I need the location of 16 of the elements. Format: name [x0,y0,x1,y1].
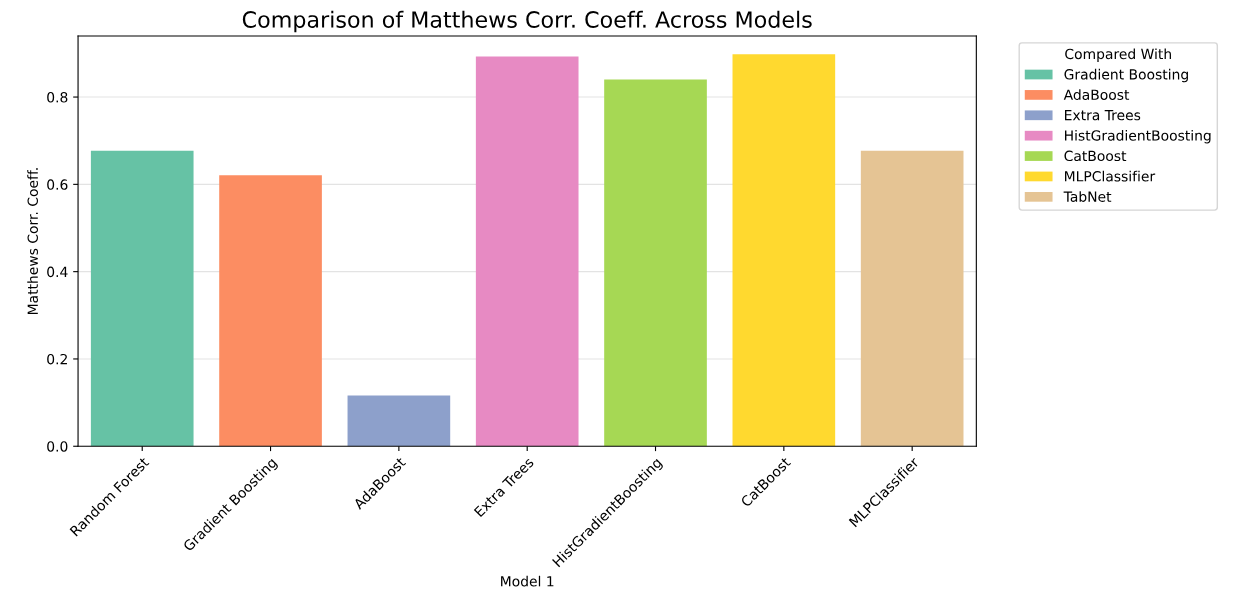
y-axis-title: Matthews Corr. Coeff. [27,168,38,315]
legend-label: Extra Trees [1065,110,1141,121]
x-axis-title: Model 1 [501,575,554,587]
y-tick-label: 0.2 [47,353,67,365]
y-tick-label: 0.6 [47,179,68,190]
legend-title: Compared With [1065,48,1171,62]
y-tick-label: 0.0 [47,441,68,452]
legend-label: MLPClassifier [1065,170,1156,182]
legend-label: Gradient Boosting [1064,68,1188,83]
y-tick-label: 0.4 [47,266,68,278]
legend-label: TabNet [1063,191,1112,202]
legend-label: CatBoost [1064,150,1127,162]
y-tick-label: 0.8 [47,92,68,103]
chart-title: Comparison of Matthews Corr. Coeff. Across Models [242,10,812,33]
legend-label: AdaBoost [1063,89,1130,100]
legend-label: HistGradientBoosting [1065,129,1211,144]
